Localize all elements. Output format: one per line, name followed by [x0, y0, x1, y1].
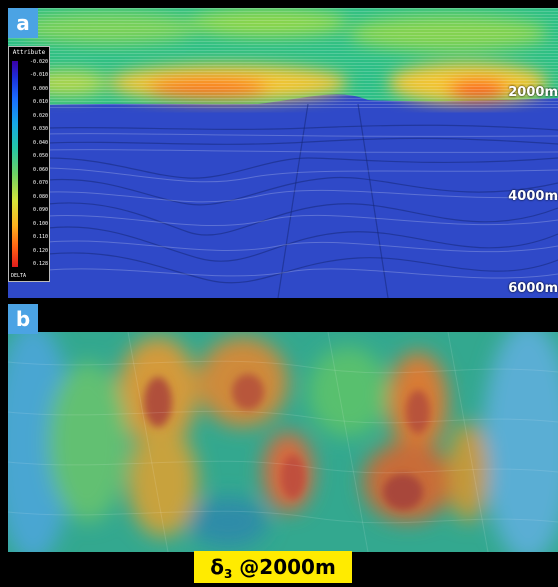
legend-tick-label: 0.070: [32, 180, 48, 187]
legend-tick-label: 0.128: [32, 261, 48, 267]
legend-tick-labels: -0.020 -0.010 0.000 0.010 0.020 0.030 0.040 0.0…: [21, 59, 49, 269]
depth-label-2000: 2000m: [508, 85, 558, 100]
legend-footer: DELTA: [11, 273, 27, 279]
legend-tick-label: 0.030: [32, 126, 48, 133]
legend-tick-label: 0.000: [32, 85, 48, 92]
caption-symbol: δ: [210, 555, 224, 579]
seismic-section-image: [8, 8, 558, 298]
panel-b-tag: b: [8, 304, 38, 334]
panel-a-tag: a: [8, 8, 38, 38]
seismic-section-panel: Attribute -0.020 -0.010 0.000 0.010 0.020 0.0…: [8, 8, 558, 298]
depth-label-4000: 4000m: [508, 189, 558, 204]
caption-subscript: 3: [223, 567, 233, 581]
legend-tick-label: 0.080: [32, 193, 48, 200]
legend-tick-label: -0.020: [29, 59, 48, 65]
legend-tick-label: 0.120: [32, 247, 48, 254]
legend-tick-label: 0.090: [32, 207, 48, 214]
legend-tick-label: 0.040: [32, 139, 48, 146]
legend-color-bar: [12, 61, 18, 267]
legend-tick-label: -0.010: [29, 72, 48, 79]
horizon-slice-panel: [8, 332, 558, 552]
attribute-depth-caption: δ3 @2000m: [194, 551, 352, 583]
legend-tick-label: 0.050: [32, 153, 48, 160]
depth-label-6000: 6000m: [508, 281, 558, 296]
attribute-color-legend: Attribute -0.020 -0.010 0.000 0.010 0.020 0.0…: [8, 46, 50, 282]
legend-tick-label: 0.100: [32, 220, 48, 227]
horizon-slice-image: [8, 332, 558, 552]
legend-tick-label: 0.060: [32, 166, 48, 173]
legend-title: Attribute: [12, 49, 46, 56]
legend-tick-label: 0.020: [32, 112, 48, 119]
legend-tick-label: 0.110: [32, 234, 48, 241]
caption-depth: @2000m: [232, 555, 336, 579]
legend-tick-label: 0.010: [32, 99, 48, 106]
